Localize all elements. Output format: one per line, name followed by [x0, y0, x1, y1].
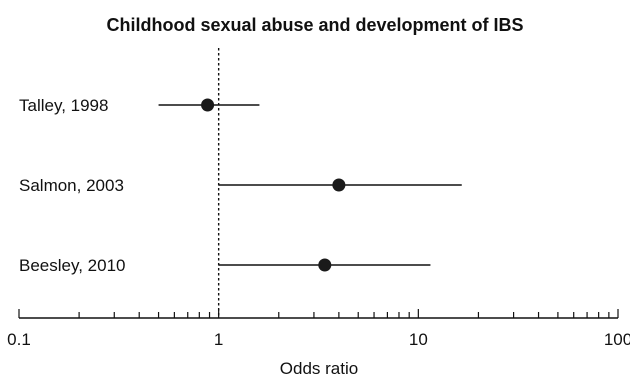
x-axis-title: Odds ratio — [280, 359, 358, 378]
study-label: Beesley, 2010 — [19, 256, 125, 275]
point-estimate-marker — [201, 98, 215, 112]
x-tick-label: 10 — [409, 330, 428, 349]
study-row-salmon-2003: Salmon, 2003 — [19, 176, 462, 195]
x-axis: 0.1 1 10 100 — [7, 309, 630, 349]
study-row-talley-1998: Talley, 1998 — [19, 96, 260, 115]
study-label: Talley, 1998 — [19, 96, 108, 115]
study-row-beesley-2010: Beesley, 2010 — [19, 256, 431, 275]
chart-title: Childhood sexual abuse and development o… — [106, 15, 523, 35]
point-estimate-marker — [318, 258, 332, 272]
x-tick-label: 0.1 — [7, 330, 31, 349]
studies-layer: Talley, 1998 Salmon, 2003 Beesley, 2010 — [19, 48, 462, 316]
point-estimate-marker — [332, 178, 346, 192]
study-label: Salmon, 2003 — [19, 176, 124, 195]
x-tick-label: 1 — [214, 330, 223, 349]
x-tick-label: 100 — [604, 330, 630, 349]
